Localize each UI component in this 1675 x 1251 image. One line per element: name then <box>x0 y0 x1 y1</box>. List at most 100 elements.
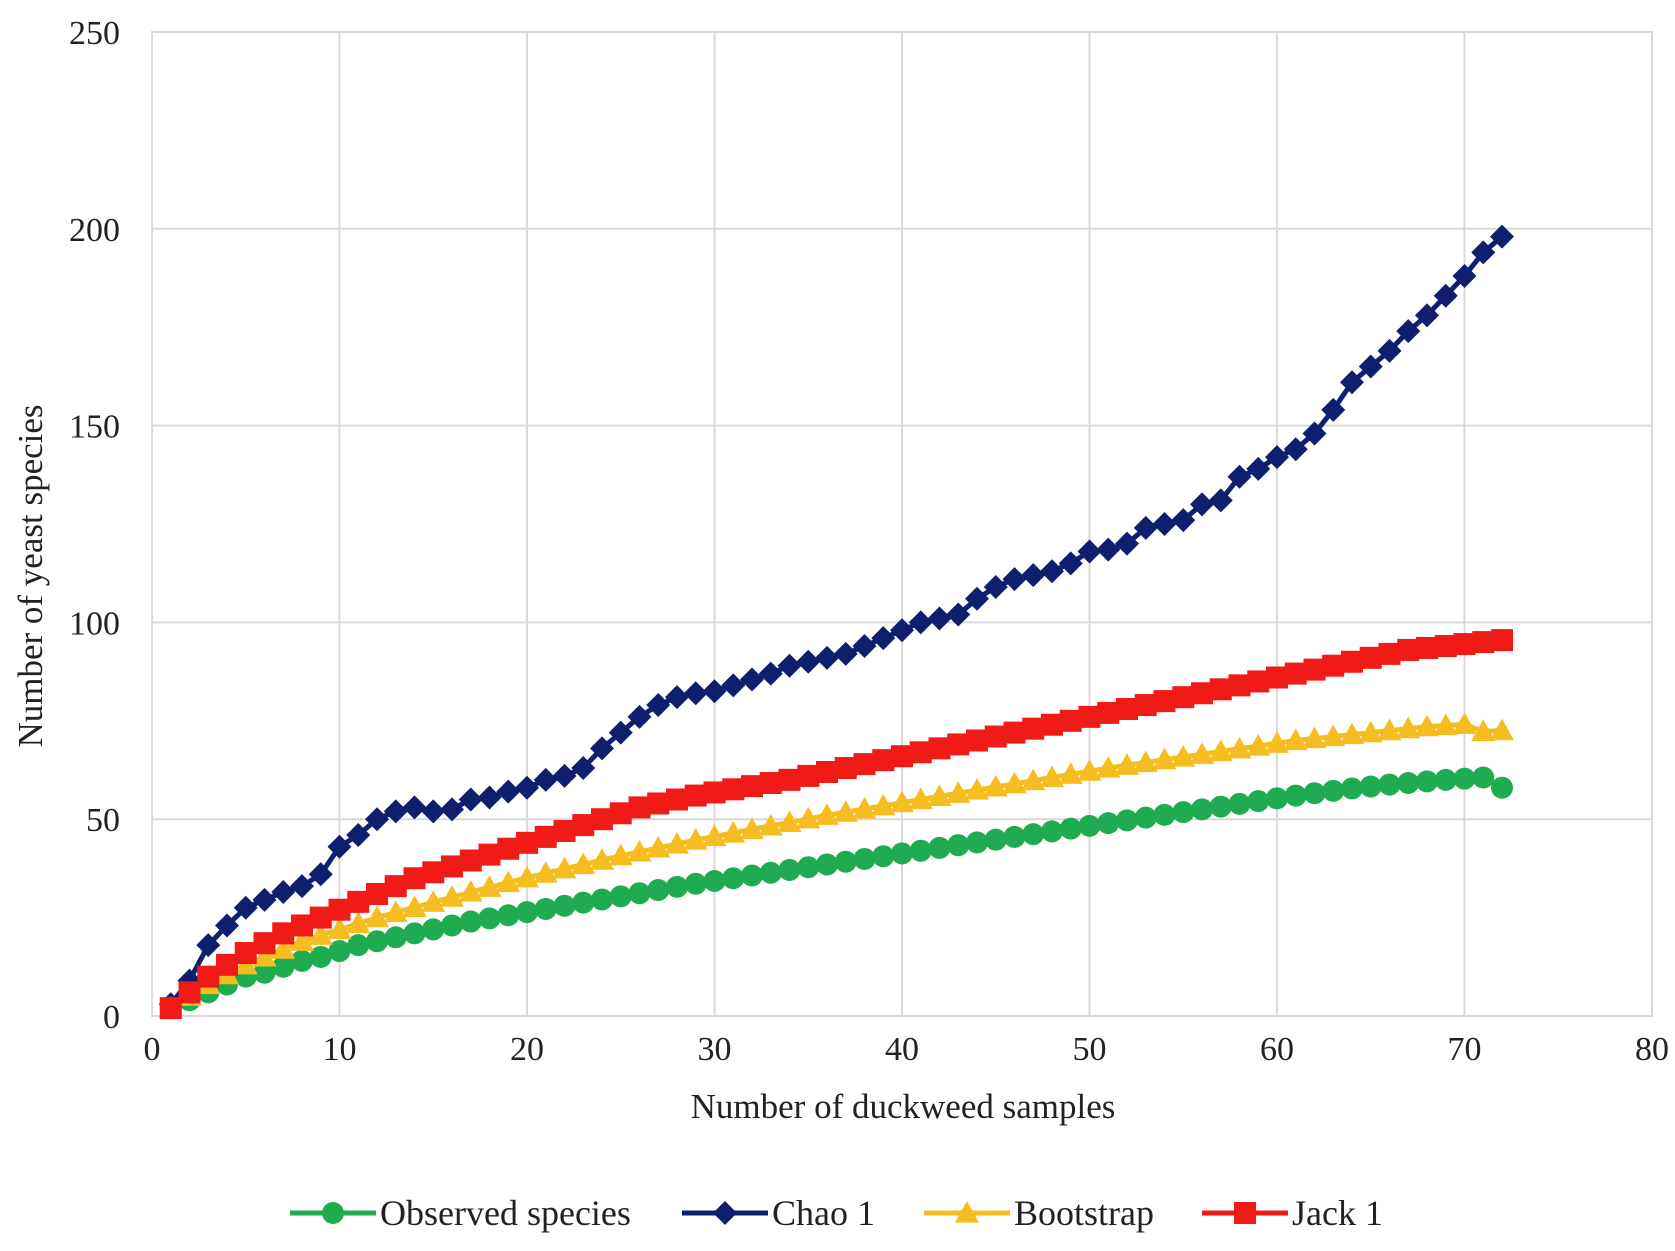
data-point-observed-species <box>572 891 595 914</box>
data-point-jack-1 <box>1472 631 1495 654</box>
data-point-jack-1 <box>216 953 238 976</box>
data-point-jack-1 <box>178 981 201 1004</box>
legend-marker-jack-1 <box>1234 1202 1256 1224</box>
data-point-bootstrap <box>1096 756 1121 778</box>
data-point-observed-species <box>459 910 482 933</box>
data-point-bootstrap <box>571 852 596 875</box>
data-point-chao-1 <box>196 933 221 958</box>
data-point-bootstrap <box>1433 713 1458 736</box>
data-point-bootstrap <box>346 911 371 934</box>
data-point-jack-1 <box>1191 682 1213 705</box>
data-point-chao-1 <box>1096 537 1121 562</box>
data-point-jack-1 <box>497 837 520 860</box>
data-point-jack-1 <box>1303 658 1326 681</box>
data-point-jack-1 <box>234 942 257 965</box>
data-point-jack-1 <box>1116 697 1138 720</box>
x-tick-label: 40 <box>885 1031 919 1068</box>
data-point-observed-species <box>441 914 463 937</box>
data-point-observed-species <box>1022 823 1045 846</box>
data-point-observed-species <box>797 856 820 879</box>
data-point-chao-1 <box>233 895 258 920</box>
data-point-chao-1 <box>702 679 727 704</box>
data-point-bootstrap <box>515 865 539 888</box>
data-point-chao-1 <box>1002 567 1027 592</box>
data-point-bootstrap <box>383 900 408 923</box>
data-point-chao-1 <box>721 673 746 698</box>
data-point-observed-species <box>1116 809 1138 832</box>
data-point-bootstrap <box>1246 733 1271 756</box>
data-point-bootstrap <box>590 848 614 870</box>
data-point-chao-1 <box>533 767 558 792</box>
data-point-observed-species <box>628 882 651 905</box>
data-point-observed-species <box>591 888 613 911</box>
data-point-observed-species <box>816 853 838 876</box>
data-point-bootstrap <box>646 835 671 858</box>
data-point-observed-species <box>534 897 557 920</box>
data-point-jack-1 <box>778 768 801 791</box>
data-point-jack-1 <box>272 922 295 945</box>
data-point-chao-1 <box>402 795 427 820</box>
data-point-chao-1 <box>946 602 971 627</box>
data-point-observed-species <box>1134 806 1157 829</box>
data-point-bootstrap <box>1377 718 1402 741</box>
data-point-bootstrap <box>927 784 952 806</box>
data-point-observed-species <box>1453 767 1476 790</box>
data-point-chao-1 <box>1490 224 1514 249</box>
y-tick-label: 100 <box>69 605 120 642</box>
data-point-jack-1 <box>1153 690 1176 713</box>
data-point-observed-species <box>1266 787 1288 810</box>
data-point-jack-1 <box>759 771 782 794</box>
data-point-observed-species <box>703 869 726 892</box>
data-point-bootstrap <box>271 937 296 959</box>
data-point-jack-1 <box>1341 650 1363 673</box>
data-point-bootstrap <box>1040 765 1064 788</box>
data-point-bootstrap <box>1002 771 1027 794</box>
data-point-jack-1 <box>684 784 707 807</box>
data-point-observed-species <box>384 926 407 949</box>
data-point-chao-1 <box>1058 551 1083 576</box>
data-point-jack-1 <box>609 802 632 825</box>
data-point-bootstrap <box>908 787 933 810</box>
data-point-bootstrap <box>890 790 914 813</box>
data-point-observed-species <box>1003 825 1026 848</box>
legend-label-observed-species: Observed species <box>380 1193 631 1233</box>
data-point-observed-species <box>1191 798 1213 821</box>
data-point-bootstrap <box>1415 714 1439 737</box>
data-point-jack-1 <box>834 757 857 780</box>
data-point-jack-1 <box>666 788 688 811</box>
y-tick-label: 200 <box>69 212 120 249</box>
data-point-jack-1 <box>1359 646 1382 669</box>
data-point-chao-1 <box>1040 559 1064 584</box>
data-point-jack-1 <box>534 825 557 848</box>
data-point-bootstrap <box>421 890 446 912</box>
data-point-chao-1 <box>740 667 764 692</box>
data-point-bootstrap <box>871 793 896 816</box>
data-point-chao-1 <box>421 799 446 824</box>
data-point-jack-1 <box>422 861 445 884</box>
data-point-jack-1 <box>553 820 576 843</box>
data-point-bootstrap <box>796 806 821 829</box>
data-point-observed-species <box>1153 803 1176 826</box>
x-tick-label: 60 <box>1260 1031 1294 1068</box>
x-tick-label: 70 <box>1448 1031 1482 1068</box>
data-point-jack-1 <box>253 932 276 955</box>
data-point-bootstrap <box>1358 720 1383 743</box>
data-point-chao-1 <box>665 685 689 710</box>
data-point-jack-1 <box>1003 721 1026 744</box>
data-point-bootstrap <box>1227 736 1252 759</box>
data-point-jack-1 <box>591 808 613 831</box>
data-point-chao-1 <box>215 913 239 938</box>
data-point-observed-species <box>778 858 801 881</box>
data-point-bootstrap <box>965 778 989 800</box>
data-point-bootstrap <box>1171 745 1196 767</box>
data-point-chao-1 <box>365 807 389 832</box>
data-point-observed-species <box>328 940 351 963</box>
data-point-chao-1 <box>590 736 614 761</box>
data-point-chao-1 <box>1415 303 1439 328</box>
data-point-bootstrap <box>1302 726 1327 749</box>
data-point-observed-species <box>253 961 276 984</box>
data-point-bootstrap <box>365 905 389 928</box>
data-point-bootstrap <box>308 923 333 945</box>
grid-layer <box>151 31 1653 1017</box>
data-point-bootstrap <box>1490 718 1514 741</box>
